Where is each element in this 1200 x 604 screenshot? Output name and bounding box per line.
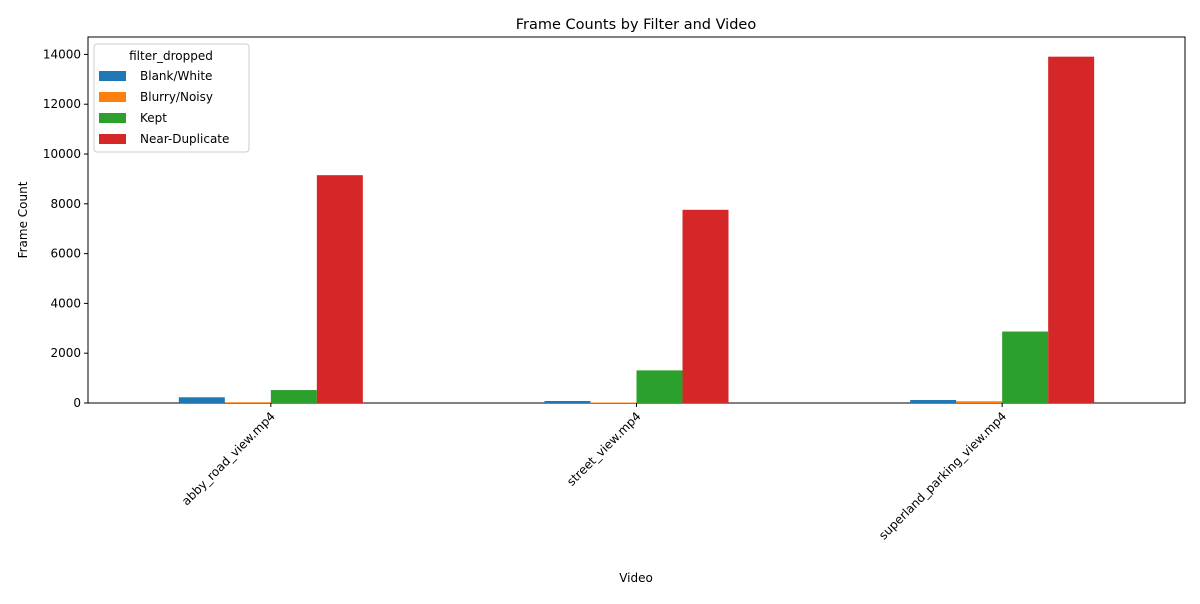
- x-axis-label: Video: [619, 571, 653, 585]
- y-tick-label: 4000: [50, 296, 81, 310]
- y-tick-label: 10000: [43, 147, 81, 161]
- y-tick-label: 0: [73, 396, 81, 410]
- bar-blank-white: [545, 401, 591, 403]
- y-tick-label: 6000: [50, 247, 81, 261]
- x-tick-label: abby_road_view.mp4: [179, 409, 278, 508]
- x-tick-label: superland_parking_view.mp4: [876, 409, 1009, 542]
- legend-label: Near-Duplicate: [140, 132, 229, 146]
- legend-label: Blank/White: [140, 69, 212, 83]
- bar-kept: [1002, 332, 1048, 403]
- bar-blurry-noisy: [956, 401, 1002, 403]
- bar-kept: [271, 390, 317, 403]
- legend-swatch: [99, 92, 126, 102]
- y-tick-label: 14000: [43, 47, 81, 61]
- y-tick-label: 2000: [50, 346, 81, 360]
- y-axis: 0 2000 4000 6000 8000 10000 12000 14000: [43, 47, 88, 410]
- bar-kept: [637, 370, 683, 403]
- bar-near-duplicate: [1048, 57, 1094, 403]
- y-axis-label: Frame Count: [16, 181, 30, 258]
- legend-swatch: [99, 71, 126, 81]
- chart-title: Frame Counts by Filter and Video: [516, 17, 757, 33]
- y-tick-label: 12000: [43, 97, 81, 111]
- bar-blank-white: [179, 397, 225, 403]
- legend-label: Kept: [140, 111, 167, 125]
- legend-label: Blurry/Noisy: [140, 90, 213, 104]
- x-axis: abby_road_view.mp4 street_view.mp4 superla…: [179, 403, 1009, 542]
- bars: [179, 57, 1094, 403]
- legend: filter_dropped Blank/White Blurry/Noisy Ke…: [94, 44, 249, 152]
- x-tick-label: street_view.mp4: [564, 409, 643, 488]
- bar-blank-white: [910, 400, 956, 403]
- legend-swatch: [99, 113, 126, 123]
- y-tick-label: 8000: [50, 197, 81, 211]
- legend-title: filter_dropped: [129, 49, 213, 63]
- bar-near-duplicate: [317, 175, 363, 403]
- bar-near-duplicate: [683, 210, 729, 403]
- bar-blurry-noisy: [225, 402, 271, 403]
- legend-swatch: [99, 134, 126, 144]
